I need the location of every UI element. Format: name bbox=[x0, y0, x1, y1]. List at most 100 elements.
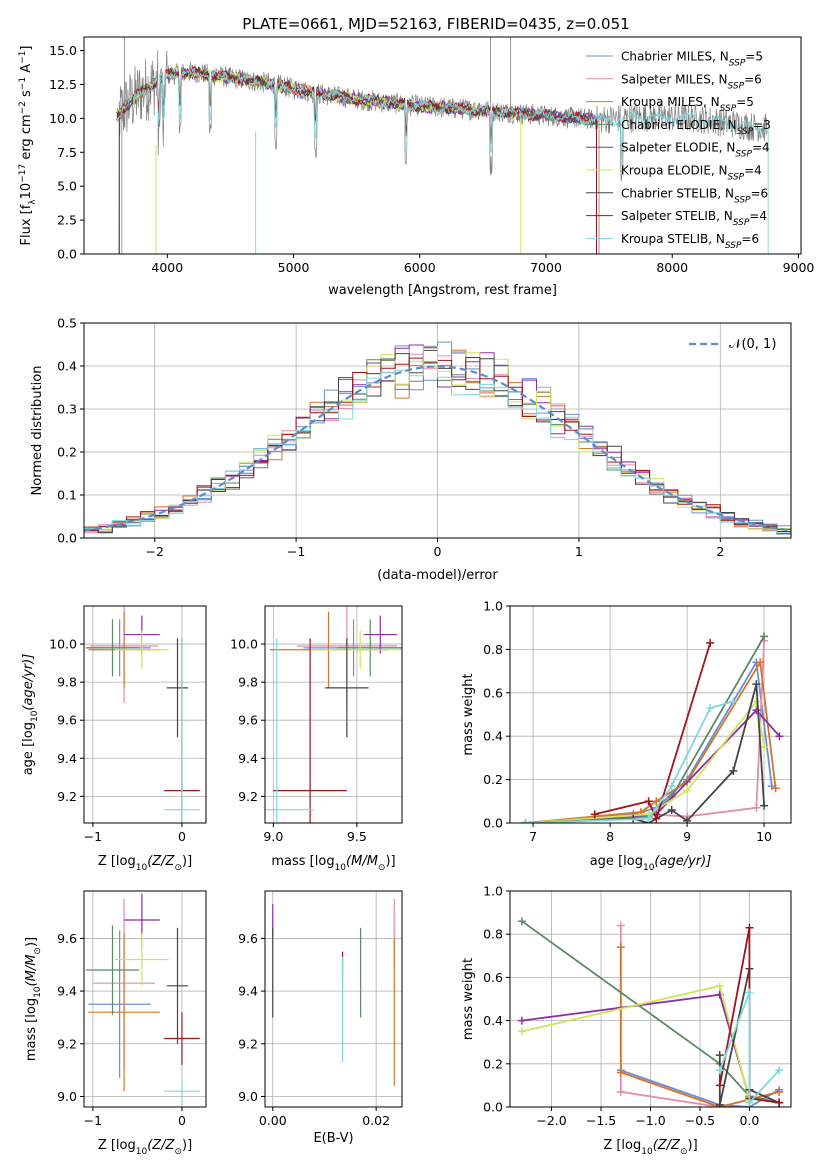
label-part: Z [log bbox=[98, 1138, 136, 1153]
label-part: =4 bbox=[749, 209, 767, 223]
legend-label-cm: Chabrier MILES, NSSP=5 bbox=[621, 50, 763, 69]
weight-marker-sm bbox=[616, 921, 625, 930]
y-tick-label: 0.6 bbox=[483, 970, 503, 985]
label-part: )] bbox=[182, 1138, 192, 1153]
weight-line-ce bbox=[525, 635, 765, 823]
weight-marker-ss bbox=[644, 797, 653, 806]
weight_vs_Z-frame: −2.0 −1.5 −1.0 −0.5 0.0 0.0 0.2 0.4 0.6 0.8 1.0 bbox=[483, 884, 792, 1128]
label-part: =4 bbox=[752, 141, 770, 155]
x-tick-label: 9 bbox=[683, 829, 691, 844]
label-part: )] bbox=[688, 1138, 698, 1153]
label-part: Salpeter MILES, N bbox=[621, 72, 728, 86]
label-part: ⊙ bbox=[680, 1147, 688, 1157]
spectrum-y-axis-label: Flux [fλ10−17 erg cm−2 s−1 A−1] bbox=[18, 46, 38, 246]
weight-marker-cs bbox=[667, 805, 676, 814]
spectrum-frame: 4000 5000 6000 7000 8000 9000 0.0 2.5 5.0 7.5 10.0… bbox=[49, 36, 814, 275]
label-part: A bbox=[19, 64, 34, 77]
label-part: =3 bbox=[753, 118, 771, 132]
chart-layer: 4000 5000 6000 7000 8000 90000.02.55.07.510.0… bbox=[18, 36, 814, 1157]
weight_vs_age-lines bbox=[521, 632, 784, 823]
model-spectrum-ks bbox=[116, 64, 769, 166]
weight-marker-ss bbox=[590, 810, 599, 819]
weight-line-ce bbox=[521, 920, 780, 1104]
y-tick-label: 9.4 bbox=[57, 984, 77, 999]
weight-marker-ks bbox=[644, 814, 653, 823]
weight_vs_age-y-axis-label: mass weight bbox=[461, 673, 476, 755]
label-part: =6 bbox=[744, 72, 762, 86]
age_vs_Z-x-axis-label: Z [log10(Z/Z⊙)] bbox=[98, 854, 192, 873]
label-part: (M/M bbox=[346, 854, 378, 869]
label-part: Chabrier STELIB, N bbox=[621, 186, 734, 200]
weight-line-ks bbox=[718, 992, 780, 1106]
weight-marker-ss bbox=[775, 1098, 784, 1107]
label-part: age [log bbox=[21, 722, 36, 775]
label-part: (data-model)/error bbox=[377, 568, 498, 583]
label-part: ⊙ bbox=[174, 863, 182, 873]
axes-frame bbox=[264, 890, 403, 1108]
label-part: (Z/Z bbox=[147, 1138, 175, 1153]
weight-marker-cs bbox=[715, 1051, 724, 1060]
label-part: )] bbox=[182, 854, 192, 869]
age_vs_Z-errorbars bbox=[85, 606, 200, 823]
label-part: SSP bbox=[735, 150, 752, 160]
label-part: Kroupa ELODIE, N bbox=[621, 164, 728, 178]
y-tick-label: 9.8 bbox=[57, 675, 77, 690]
label-part: mass [log bbox=[271, 854, 334, 869]
label-part: erg cm bbox=[19, 114, 34, 163]
x-tick-label: −1 bbox=[287, 544, 305, 559]
label-part: SSP bbox=[728, 173, 745, 183]
ebv-x-axis-label: E(B-V) bbox=[313, 1131, 353, 1146]
x-tick-label: 1 bbox=[575, 544, 583, 559]
y-tick-label: 9.6 bbox=[57, 931, 77, 946]
label-part: SSP bbox=[729, 59, 746, 69]
y-tick-label: 9.6 bbox=[238, 713, 258, 728]
label-part: )] bbox=[24, 937, 39, 947]
label-part: 10 bbox=[641, 1147, 653, 1157]
mass_vs_Z-axes bbox=[84, 891, 206, 1107]
x-tick-label: 4000 bbox=[151, 260, 183, 275]
weight-marker-ce bbox=[517, 917, 526, 926]
axes-frame bbox=[83, 36, 802, 255]
y-tick-label: 0.0 bbox=[57, 247, 77, 262]
label-part: Z [log bbox=[603, 1138, 641, 1153]
label-part: 10 bbox=[19, 183, 34, 200]
label-part: Salpeter ELODIE, N bbox=[621, 141, 735, 155]
weight-marker-ke bbox=[760, 743, 769, 752]
weight-marker-ss bbox=[706, 638, 715, 647]
weight_vs_age-frame: 7 8 9 10 0.0 0.2 0.4 0.6 0.8 1.0 bbox=[483, 599, 792, 844]
y-tick-label: 15.0 bbox=[49, 43, 77, 58]
y-tick-label: 0.4 bbox=[483, 729, 503, 744]
legend-label-cs: Chabrier STELIB, NSSP=6 bbox=[621, 186, 768, 205]
label-part: age [log bbox=[590, 854, 643, 869]
weight-marker-sm bbox=[752, 803, 761, 812]
x-tick-label: 6000 bbox=[404, 260, 436, 275]
axes-frame bbox=[509, 605, 792, 824]
age_vs_mass-errorbars bbox=[265, 606, 402, 823]
label-part: wavelength [Angstrom, rest frame] bbox=[328, 283, 557, 298]
weight-marker-se bbox=[752, 706, 761, 715]
y-tick-label: 10.0 bbox=[49, 637, 77, 652]
weight-marker-sm bbox=[616, 1087, 625, 1096]
y-tick-label: 0.6 bbox=[483, 685, 503, 700]
x-tick-label: −1 bbox=[84, 1113, 102, 1128]
label-part: mass weight bbox=[461, 673, 476, 755]
x-tick-label: 7000 bbox=[530, 260, 562, 275]
y-tick-label: 0.5 bbox=[57, 316, 77, 331]
y-tick-label: 2.5 bbox=[57, 213, 77, 228]
weight-line-ke bbox=[525, 699, 765, 823]
x-tick-label: 2 bbox=[716, 544, 724, 559]
weight-marker-km bbox=[756, 658, 765, 667]
weight-marker-ks bbox=[729, 697, 738, 706]
label-part: )] bbox=[385, 854, 395, 869]
label-part: (M/M bbox=[24, 955, 39, 987]
weight-line-cm bbox=[620, 1069, 780, 1107]
y-tick-label: 9.0 bbox=[238, 1089, 258, 1104]
weight-marker-ks bbox=[521, 819, 530, 823]
legend-label-ke: Kroupa ELODIE, NSSP=4 bbox=[621, 164, 762, 183]
label-part: =6 bbox=[741, 232, 759, 246]
y-tick-label: 0.3 bbox=[57, 402, 77, 417]
label-part: SSP bbox=[728, 81, 745, 91]
weight-marker-km bbox=[616, 1068, 625, 1077]
residuals-x-axis-label: (data-model)/error bbox=[377, 568, 498, 583]
